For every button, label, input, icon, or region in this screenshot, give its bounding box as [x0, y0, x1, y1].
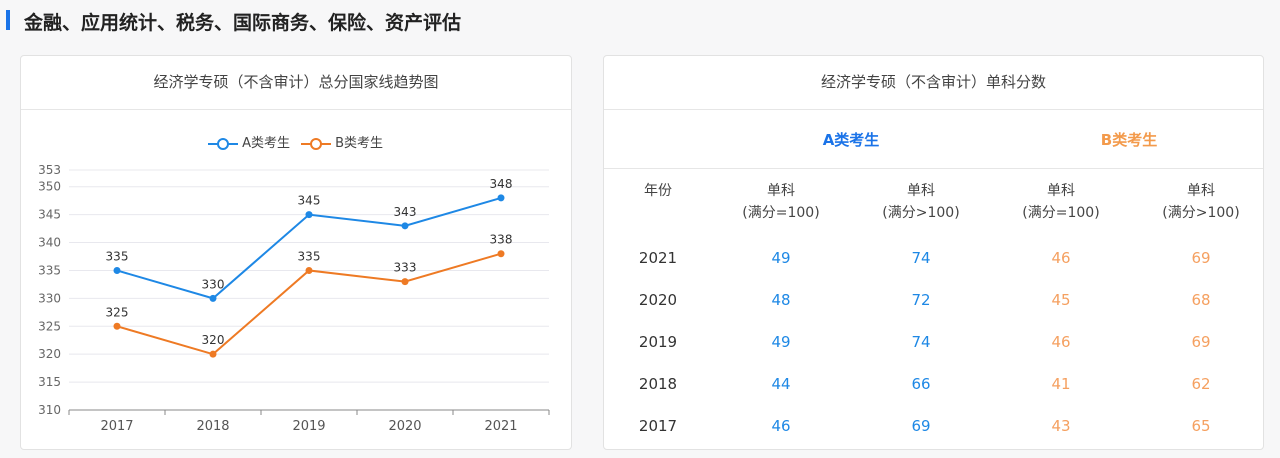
score-cell: 72 [911, 291, 931, 309]
y-tick-label: 353 [38, 163, 61, 177]
data-point [497, 250, 505, 258]
tab-a-candidates[interactable]: A类考生 [822, 131, 880, 149]
table-title: 经济学专硕（不含审计）单科分数 [604, 56, 1263, 110]
data-point [497, 194, 505, 202]
data-point [305, 266, 313, 274]
score-cell: 44 [771, 375, 791, 393]
score-cell: 65 [1191, 417, 1211, 435]
score-cell: 49 [771, 249, 791, 267]
y-tick-label: 330 [38, 291, 61, 305]
score-cell: 69 [911, 417, 931, 435]
y-tick-label: 320 [38, 347, 61, 361]
score-cell: 48 [771, 291, 791, 309]
y-tick-label: 315 [38, 375, 61, 389]
data-point [209, 294, 217, 302]
header-line: (满分>100) [1162, 205, 1240, 221]
legend-a-label: A类考生 [242, 136, 291, 151]
column-header: 单科 (满分>100) [1162, 180, 1239, 224]
y-tick-label: 325 [38, 319, 61, 333]
data-point [113, 266, 121, 274]
legend-item-a[interactable]: A类考生 [208, 132, 290, 151]
header-line: 单科 [906, 183, 935, 199]
header-line: (满分=100) [1022, 205, 1100, 221]
score-cell: 68 [1191, 291, 1211, 309]
year-cell: 2019 [638, 333, 678, 351]
header-line: (满分=100) [742, 205, 820, 221]
data-label: 335 [106, 249, 129, 263]
column-header: 单科 (满分>100) [882, 180, 959, 224]
score-cell: 62 [1191, 375, 1211, 393]
score-cell: 45 [1051, 291, 1071, 309]
single-subject-table-card: 经济学专硕（不含审计）单科分数 A类考生 B类考生 年份 单科 (满分=100) 单科… [603, 55, 1264, 450]
header-line: 单科 [766, 183, 795, 199]
year-cell: 2020 [638, 291, 678, 309]
score-cell: 43 [1051, 417, 1071, 435]
data-label: 320 [202, 333, 225, 347]
data-label: 335 [298, 249, 321, 263]
header-line: (满分>100) [882, 205, 960, 221]
score-cell: 41 [1051, 375, 1071, 393]
x-tick-label: 2020 [388, 419, 421, 434]
legend-b-line-icon [301, 137, 331, 150]
legend-b-label: B类考生 [335, 136, 384, 151]
trend-chart-card: 经济学专硕（不含审计）总分国家线趋势图 A类考生 B类考生 310 315 320 3… [20, 55, 572, 450]
year-cell: 2017 [638, 417, 678, 435]
year-cell: 2018 [638, 375, 678, 393]
score-cell: 69 [1191, 333, 1211, 351]
legend-item-b[interactable]: B类考生 [301, 132, 383, 151]
y-tick-label: 340 [38, 236, 61, 250]
title-accent-bar [6, 10, 10, 30]
score-cell: 69 [1191, 249, 1211, 267]
column-header: 年份 [644, 180, 672, 202]
line-chart-plot: 310 315 320 325 330 335 340 345 350 353 2017 2018 20… [38, 163, 550, 434]
header-line: 单科 [1046, 183, 1075, 199]
candidate-tabs: A类考生 B类考生 [604, 110, 1263, 169]
column-header: 单科 (满分=100) [1022, 180, 1099, 224]
header-line: 年份 [644, 183, 672, 199]
score-cell: 66 [911, 375, 931, 393]
section-title: 金融、应用统计、税务、国际商务、保险、资产评估 [24, 12, 462, 34]
score-cell: 74 [911, 333, 931, 351]
header-line: 单科 [1186, 183, 1215, 199]
column-header: 单科 (满分=100) [742, 180, 819, 224]
legend-a-line-icon [208, 137, 238, 150]
data-point [209, 350, 217, 358]
data-point [401, 278, 409, 286]
y-tick-label: 335 [38, 263, 61, 277]
data-label: 325 [106, 305, 129, 319]
chart-title: 经济学专硕（不含审计）总分国家线趋势图 [21, 56, 571, 110]
score-cell: 46 [771, 417, 791, 435]
data-label: 333 [394, 261, 417, 275]
x-tick-label: 2019 [292, 419, 325, 434]
x-tick-label: 2018 [196, 419, 229, 434]
score-cell: 46 [1051, 249, 1071, 267]
data-label: 348 [490, 177, 513, 191]
data-point [113, 322, 121, 330]
year-cell: 2021 [638, 249, 678, 267]
data-label: 338 [490, 233, 513, 247]
data-label: 345 [298, 194, 321, 208]
data-label: 330 [202, 277, 225, 291]
y-tick-label: 310 [38, 403, 61, 417]
score-cell: 74 [911, 249, 931, 267]
y-tick-label: 345 [38, 208, 61, 222]
score-cell: 49 [771, 333, 791, 351]
data-point [305, 211, 313, 219]
tab-b-candidates[interactable]: B类考生 [1100, 131, 1158, 149]
score-cell: 46 [1051, 333, 1071, 351]
data-point [401, 222, 409, 230]
x-tick-label: 2017 [100, 419, 133, 434]
y-tick-label: 350 [38, 180, 61, 194]
data-label: 343 [394, 205, 417, 219]
x-tick-label: 2021 [484, 419, 517, 434]
